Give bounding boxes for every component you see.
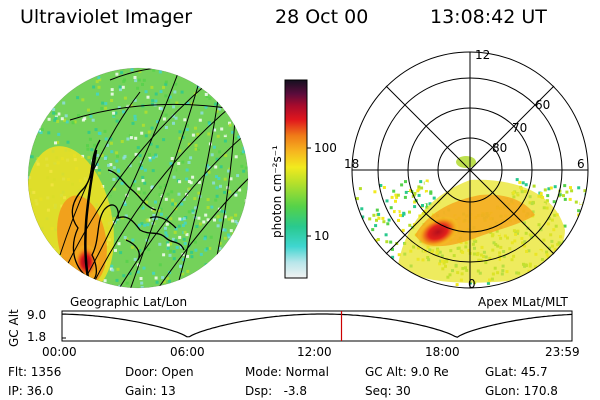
polar-plot xyxy=(351,51,589,289)
mlt-label-6: 6 xyxy=(577,157,585,171)
flight-number: Flt: 1356 xyxy=(8,365,62,379)
sequence-number: Seq: 30 xyxy=(365,384,411,398)
mlat-label-70: 70 xyxy=(512,121,528,135)
timeline-xtick-2: 12:00 xyxy=(297,345,332,359)
date-label: 28 Oct 00 xyxy=(275,6,369,28)
geo-latitude: GLat: 45.7 xyxy=(485,365,548,379)
gain-value: Gain: 13 xyxy=(125,384,176,398)
colorbar-tick-10: 10 xyxy=(314,229,330,243)
gc-altitude: GC Alt: 9.0 Re xyxy=(365,365,449,379)
right-panel-caption: Apex MLat/MLT xyxy=(478,295,568,309)
altitude-timeline xyxy=(61,310,573,342)
altitude-curve xyxy=(62,313,573,338)
timeline-xtick-4: 23:59 xyxy=(545,345,580,359)
instrument-title: Ultraviolet Imager xyxy=(20,6,193,28)
mlat-label-60: 60 xyxy=(535,98,551,112)
latlon-grid xyxy=(59,68,248,288)
coastline xyxy=(71,139,185,281)
timeline-ytick-min: 1.8 xyxy=(27,330,47,344)
mlt-label-18: 18 xyxy=(344,157,360,171)
mlt-label-12: 12 xyxy=(475,48,491,62)
colorbar-tick-100: 100 xyxy=(314,141,337,155)
time-label: 13:08:42 UT xyxy=(430,6,547,28)
mlt-label-0: 0 xyxy=(468,277,476,291)
left-panel-caption: Geographic Lat/Lon xyxy=(70,295,188,309)
geographic-image xyxy=(28,68,248,288)
polar-grid xyxy=(351,51,589,289)
timeline-ylabel: GC Alt xyxy=(7,309,21,347)
timeline-xtick-1: 06:00 xyxy=(170,345,205,359)
door-status: Door: Open xyxy=(125,365,194,379)
colorbar-unit: photon cm⁻²s⁻¹ xyxy=(270,145,284,238)
timeline-xtick-0: 00:00 xyxy=(42,345,77,359)
colorbar xyxy=(284,79,308,279)
mlat-label-80: 80 xyxy=(492,141,508,155)
geo-longitude: GLon: 170.8 xyxy=(485,384,558,398)
ip-value: IP: 36.0 xyxy=(8,384,54,398)
dsp-value: Dsp: -3.8 xyxy=(245,384,308,398)
mode-value: Mode: Normal xyxy=(245,365,329,379)
timeline-xtick-3: 18:00 xyxy=(425,345,460,359)
timeline-ytick-max: 9.0 xyxy=(27,308,47,322)
